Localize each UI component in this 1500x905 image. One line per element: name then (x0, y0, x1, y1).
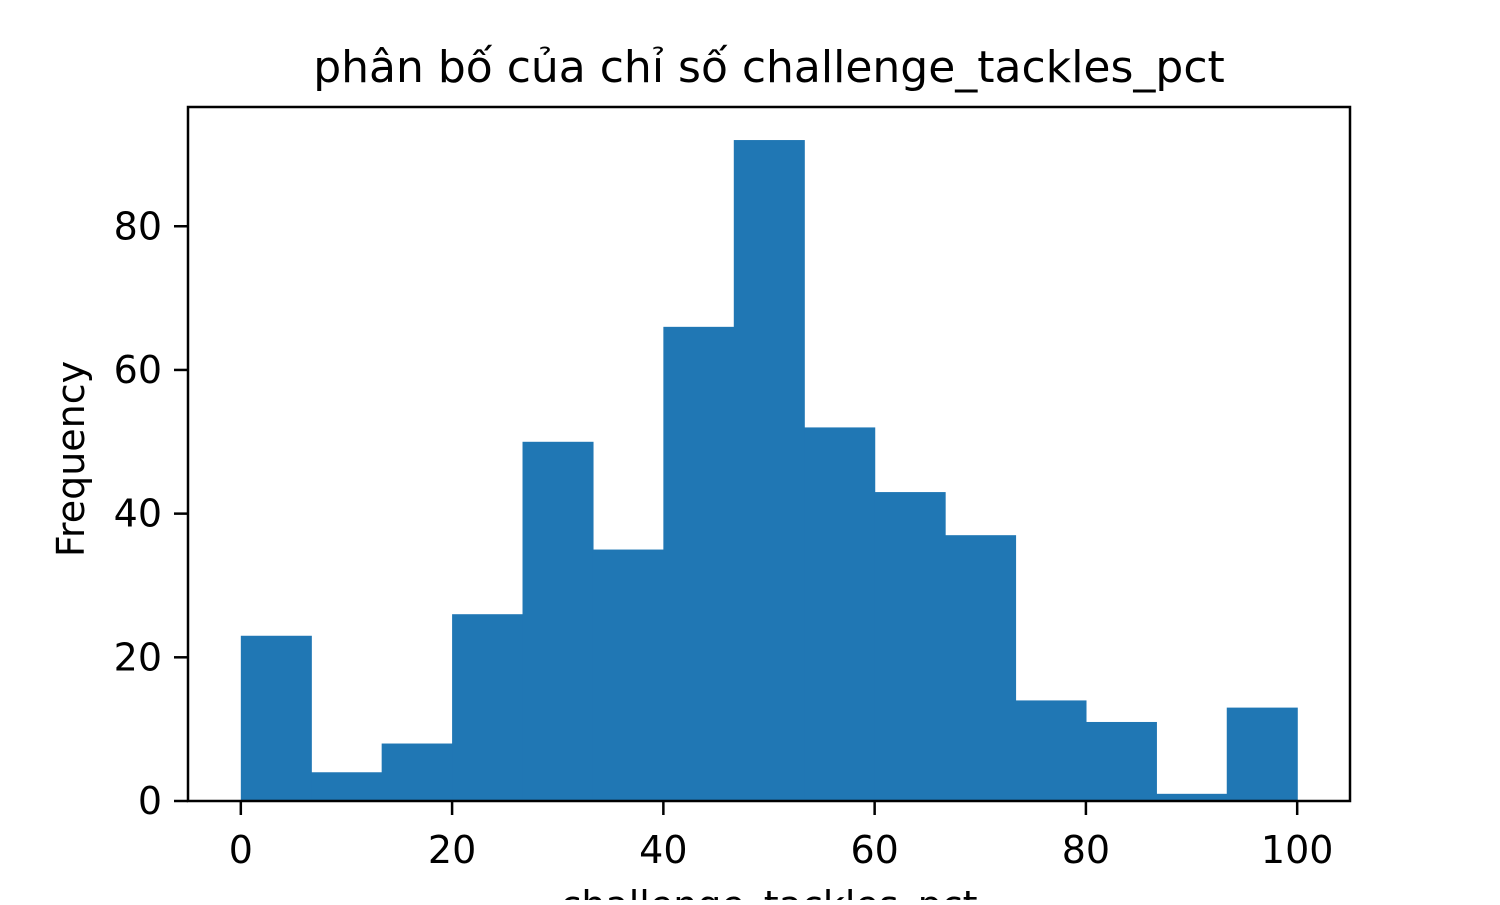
y-axis-label: Frequency (49, 361, 93, 557)
histogram-bar (1015, 700, 1087, 801)
x-tick-label: 100 (1261, 828, 1334, 872)
histogram-bar (522, 441, 594, 801)
y-tick-label: 40 (114, 492, 162, 536)
plot-frame (186, 105, 1352, 803)
y-tick-label: 0 (138, 779, 162, 823)
y-tick-label: 60 (114, 348, 162, 392)
bars-group (240, 140, 1298, 802)
histogram-bar (804, 427, 876, 801)
x-axis-label: challenge_tackles_pct (560, 883, 977, 900)
x-axis-ticks: 0 20 40 60 80 100 (229, 801, 1334, 872)
x-tick-label: 80 (1062, 828, 1110, 872)
histogram-bar (240, 635, 312, 801)
y-axis-ticks: 0 20 40 60 80 (114, 204, 188, 823)
x-tick-label: 40 (639, 828, 687, 872)
x-tick-label: 60 (850, 828, 898, 872)
chart-title: phân bố của chỉ số challenge_tackles_pct (313, 42, 1225, 93)
histogram-bar (311, 772, 383, 801)
x-tick-label: 20 (428, 828, 476, 872)
y-tick-label: 80 (114, 204, 162, 248)
histogram-bar (592, 549, 664, 801)
histogram-bar (945, 535, 1017, 801)
histogram-bar (452, 614, 524, 801)
histogram-bar (1156, 793, 1228, 801)
histogram-bar (733, 140, 805, 802)
y-tick-label: 20 (114, 635, 162, 679)
histogram-bar (381, 743, 453, 801)
histogram-bar (1085, 721, 1157, 801)
histogram-bar (874, 492, 946, 801)
histogram-bar (663, 326, 735, 801)
histogram-bar (1226, 707, 1298, 801)
x-tick-label: 0 (229, 828, 253, 872)
